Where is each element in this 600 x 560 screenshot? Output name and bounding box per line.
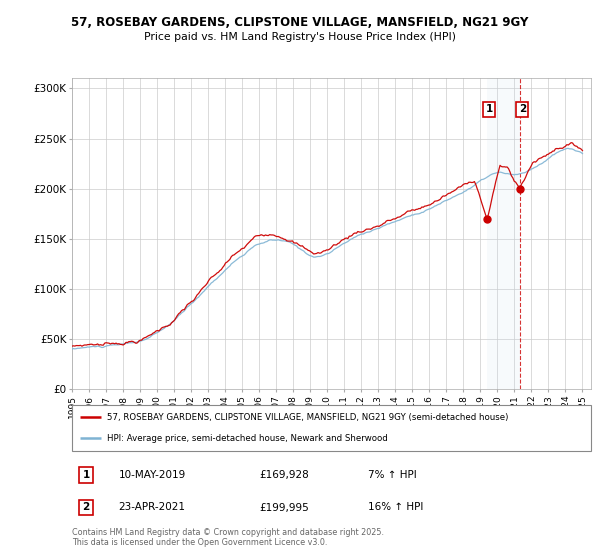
Text: 2: 2 (518, 105, 526, 114)
Text: 23-APR-2021: 23-APR-2021 (119, 502, 186, 512)
Text: 16% ↑ HPI: 16% ↑ HPI (368, 502, 423, 512)
Bar (487, 78, 520, 389)
Text: 2: 2 (82, 502, 89, 512)
Text: 57, ROSEBAY GARDENS, CLIPSTONE VILLAGE, MANSFIELD, NG21 9GY (semi-detached house: 57, ROSEBAY GARDENS, CLIPSTONE VILLAGE, … (107, 413, 509, 422)
Text: 1: 1 (82, 470, 89, 480)
Text: Price paid vs. HM Land Registry's House Price Index (HPI): Price paid vs. HM Land Registry's House … (144, 32, 456, 42)
Text: £199,995: £199,995 (259, 502, 308, 512)
Text: Contains HM Land Registry data © Crown copyright and database right 2025.
This d: Contains HM Land Registry data © Crown c… (72, 528, 384, 547)
Text: 57, ROSEBAY GARDENS, CLIPSTONE VILLAGE, MANSFIELD, NG21 9GY: 57, ROSEBAY GARDENS, CLIPSTONE VILLAGE, … (71, 16, 529, 29)
Text: 7% ↑ HPI: 7% ↑ HPI (368, 470, 416, 480)
Text: HPI: Average price, semi-detached house, Newark and Sherwood: HPI: Average price, semi-detached house,… (107, 434, 388, 443)
FancyBboxPatch shape (72, 405, 591, 451)
Text: 10-MAY-2019: 10-MAY-2019 (119, 470, 186, 480)
Text: £169,928: £169,928 (259, 470, 308, 480)
Text: 1: 1 (485, 105, 493, 114)
